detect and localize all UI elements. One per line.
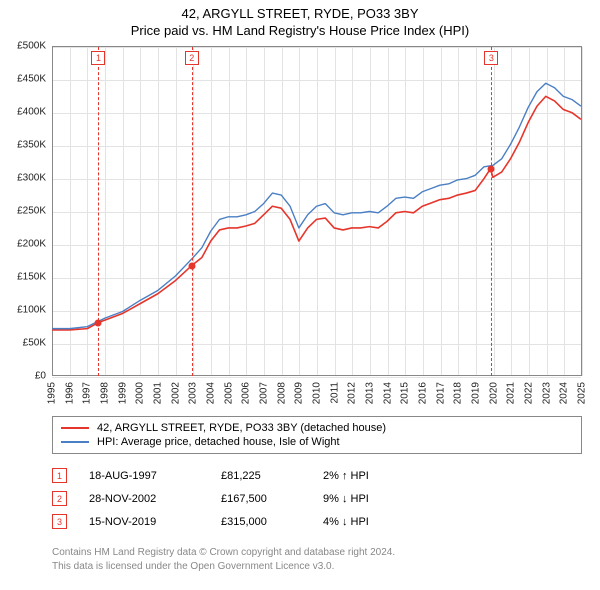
sale-marker-badge: 1	[91, 51, 105, 65]
event-delta: 4% ↓ HPI	[323, 516, 413, 528]
legend: 42, ARGYLL STREET, RYDE, PO33 3BY (detac…	[52, 416, 582, 454]
x-tick-label: 1997	[82, 382, 93, 404]
y-tick-label: £100K	[17, 305, 46, 316]
x-tick-label: 2002	[170, 382, 181, 404]
y-axis-ticks: £0£50K£100K£150K£200K£250K£300K£350K£400…	[0, 46, 50, 376]
title-block: 42, ARGYLL STREET, RYDE, PO33 3BY Price …	[0, 0, 600, 40]
x-tick-label: 2017	[435, 382, 446, 404]
legend-item: HPI: Average price, detached house, Isle…	[61, 435, 573, 449]
y-tick-label: £500K	[17, 41, 46, 52]
x-tick-label: 2005	[223, 382, 234, 404]
x-tick-label: 2004	[206, 382, 217, 404]
chart-area: 1 2 3	[52, 46, 582, 376]
x-tick-label: 2009	[294, 382, 305, 404]
x-tick-label: 1999	[117, 382, 128, 404]
plot-svg	[52, 47, 581, 376]
x-tick-label: 2025	[577, 382, 588, 404]
event-row: 3 15-NOV-2019 £315,000 4% ↓ HPI	[52, 510, 582, 533]
series-line	[52, 83, 581, 328]
gridline-v	[582, 47, 583, 376]
x-tick-label: 2003	[188, 382, 199, 404]
sale-marker-dot	[488, 166, 495, 173]
sale-marker-dot	[95, 320, 102, 327]
x-tick-label: 2020	[488, 382, 499, 404]
x-tick-label: 1996	[64, 382, 75, 404]
event-delta: 2% ↑ HPI	[323, 470, 413, 482]
x-tick-label: 2014	[382, 382, 393, 404]
y-tick-label: £250K	[17, 206, 46, 217]
event-price: £81,225	[221, 470, 301, 482]
x-tick-label: 2012	[347, 382, 358, 404]
x-tick-label: 2015	[400, 382, 411, 404]
title-sub: Price paid vs. HM Land Registry's House …	[0, 23, 600, 38]
event-row: 1 18-AUG-1997 £81,225 2% ↑ HPI	[52, 464, 582, 487]
event-date: 18-AUG-1997	[89, 470, 199, 482]
legend-label: HPI: Average price, detached house, Isle…	[97, 436, 340, 448]
title-main: 42, ARGYLL STREET, RYDE, PO33 3BY	[0, 6, 600, 21]
event-badge: 1	[52, 468, 67, 483]
x-tick-label: 1995	[47, 382, 58, 404]
y-tick-label: £350K	[17, 140, 46, 151]
legend-swatch	[61, 441, 89, 443]
x-tick-label: 2001	[153, 382, 164, 404]
legend-label: 42, ARGYLL STREET, RYDE, PO33 3BY (detac…	[97, 422, 386, 434]
y-tick-label: £150K	[17, 272, 46, 283]
sale-marker-line	[192, 47, 193, 376]
x-tick-label: 2006	[241, 382, 252, 404]
x-tick-label: 2023	[541, 382, 552, 404]
footnote-line1: Contains HM Land Registry data © Crown c…	[52, 546, 582, 560]
events-table: 1 18-AUG-1997 £81,225 2% ↑ HPI 2 28-NOV-2002 £…	[52, 464, 582, 533]
x-tick-label: 2013	[365, 382, 376, 404]
event-badge: 3	[52, 514, 67, 529]
x-tick-label: 2007	[259, 382, 270, 404]
footnote: Contains HM Land Registry data © Crown c…	[52, 546, 582, 573]
sale-marker-dot	[188, 263, 195, 270]
x-tick-label: 2022	[524, 382, 535, 404]
x-tick-label: 2010	[312, 382, 323, 404]
x-tick-label: 2000	[135, 382, 146, 404]
series-line	[52, 96, 581, 330]
event-date: 15-NOV-2019	[89, 516, 199, 528]
y-tick-label: £0	[35, 371, 46, 382]
x-tick-label: 2019	[471, 382, 482, 404]
y-tick-label: £50K	[23, 338, 46, 349]
y-tick-label: £200K	[17, 239, 46, 250]
legend-swatch	[61, 427, 89, 429]
y-tick-label: £400K	[17, 107, 46, 118]
event-delta: 9% ↓ HPI	[323, 493, 413, 505]
sale-marker-badge: 3	[484, 51, 498, 65]
x-tick-label: 1998	[100, 382, 111, 404]
x-tick-label: 2018	[453, 382, 464, 404]
x-tick-label: 2024	[559, 382, 570, 404]
y-tick-label: £450K	[17, 74, 46, 85]
event-price: £167,500	[221, 493, 301, 505]
y-tick-label: £300K	[17, 173, 46, 184]
event-row: 2 28-NOV-2002 £167,500 9% ↓ HPI	[52, 487, 582, 510]
event-price: £315,000	[221, 516, 301, 528]
sale-marker-line	[491, 47, 492, 376]
sale-marker-badge: 2	[185, 51, 199, 65]
x-tick-label: 2011	[329, 382, 340, 404]
x-tick-label: 2016	[418, 382, 429, 404]
event-badge: 2	[52, 491, 67, 506]
footnote-line2: This data is licensed under the Open Gov…	[52, 560, 582, 574]
event-date: 28-NOV-2002	[89, 493, 199, 505]
x-tick-label: 2008	[276, 382, 287, 404]
x-tick-label: 2021	[506, 382, 517, 404]
figure-container: 42, ARGYLL STREET, RYDE, PO33 3BY Price …	[0, 0, 600, 590]
legend-item: 42, ARGYLL STREET, RYDE, PO33 3BY (detac…	[61, 421, 573, 435]
